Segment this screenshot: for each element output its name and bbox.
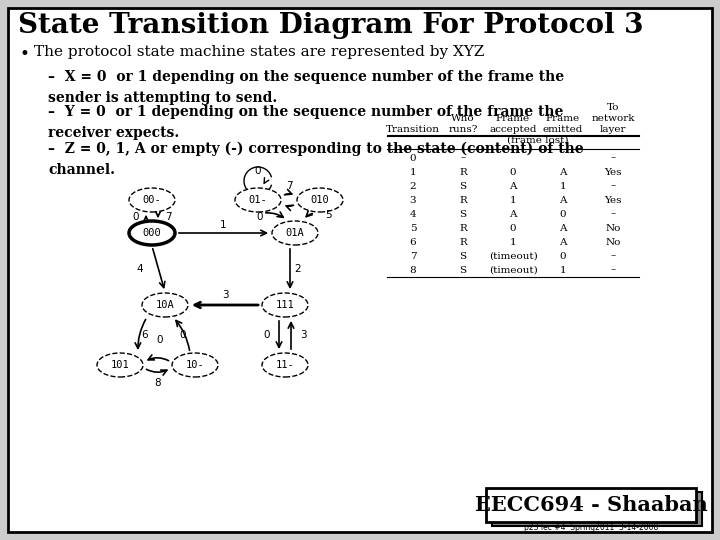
Ellipse shape — [172, 353, 218, 377]
Text: 2: 2 — [294, 264, 301, 274]
Ellipse shape — [97, 353, 143, 377]
Text: 0: 0 — [510, 224, 516, 233]
Text: (timeout): (timeout) — [489, 266, 537, 275]
Text: 1: 1 — [559, 181, 567, 191]
Text: 3: 3 — [222, 290, 228, 300]
Text: State Transition Diagram For Protocol 3: State Transition Diagram For Protocol 3 — [18, 12, 644, 39]
Text: 1: 1 — [559, 266, 567, 275]
Text: 10-: 10- — [186, 360, 204, 370]
Text: 010: 010 — [310, 195, 329, 205]
Text: •: • — [20, 45, 30, 63]
Text: –: – — [611, 266, 616, 275]
Text: Yes: Yes — [604, 167, 622, 177]
Text: 8: 8 — [410, 266, 416, 275]
Text: –: – — [611, 181, 616, 191]
Text: 101: 101 — [111, 360, 130, 370]
Text: A: A — [559, 195, 567, 205]
Text: 7: 7 — [165, 212, 171, 221]
Text: 111: 111 — [276, 300, 294, 310]
FancyBboxPatch shape — [8, 8, 712, 532]
Text: 3: 3 — [300, 330, 306, 340]
Text: No: No — [606, 224, 621, 233]
Ellipse shape — [272, 221, 318, 245]
Ellipse shape — [297, 188, 343, 212]
Text: –  X = 0  or 1 depending on the sequence number of the frame the
sender is attem: – X = 0 or 1 depending on the sequence n… — [48, 70, 564, 105]
Text: 4: 4 — [137, 264, 143, 274]
Text: 10A: 10A — [156, 300, 174, 310]
Text: 7: 7 — [410, 252, 416, 261]
Text: EECC694 - Shaaban: EECC694 - Shaaban — [474, 495, 707, 515]
Text: 1: 1 — [510, 195, 516, 205]
Text: 1: 1 — [220, 220, 227, 230]
Text: –  Z = 0, 1, A or empty (-) corresponding to the state (content) of the
channel.: – Z = 0, 1, A or empty (-) corresponding… — [48, 142, 584, 177]
Text: 0: 0 — [559, 210, 567, 219]
Text: –: – — [611, 153, 616, 163]
Text: Yes: Yes — [604, 195, 622, 205]
Text: A: A — [559, 167, 567, 177]
Text: p23 lec #4  Spring2011  3-14-2008: p23 lec #4 Spring2011 3-14-2008 — [524, 523, 658, 532]
Text: 0: 0 — [410, 153, 416, 163]
Text: 2: 2 — [410, 181, 416, 191]
Ellipse shape — [129, 221, 175, 245]
Text: S: S — [459, 210, 467, 219]
Text: A: A — [509, 210, 517, 219]
Text: 0: 0 — [257, 212, 264, 221]
Text: 7: 7 — [286, 181, 292, 191]
Text: –: – — [611, 252, 616, 261]
Ellipse shape — [262, 353, 308, 377]
Text: R: R — [459, 238, 467, 247]
Text: A: A — [559, 238, 567, 247]
Text: –  Y = 0  or 1 depending on the sequence number of the frame the
receiver expect: – Y = 0 or 1 depending on the sequence n… — [48, 105, 563, 140]
Text: Who
runs?: Who runs? — [449, 114, 477, 134]
Text: 000: 000 — [143, 228, 161, 238]
Text: 5: 5 — [410, 224, 416, 233]
Text: S: S — [459, 252, 467, 261]
Ellipse shape — [129, 188, 175, 212]
Text: 0: 0 — [559, 252, 567, 261]
Text: 0: 0 — [157, 335, 163, 345]
Text: The protocol state machine states are represented by XYZ: The protocol state machine states are re… — [34, 45, 485, 59]
Text: 0: 0 — [180, 330, 186, 340]
Text: Frame
accepted: Frame accepted — [490, 114, 536, 134]
Text: –: – — [611, 210, 616, 219]
Text: S: S — [459, 181, 467, 191]
Text: S: S — [459, 266, 467, 275]
Text: To
network
layer: To network layer — [591, 103, 635, 134]
Text: 6: 6 — [142, 330, 148, 340]
Ellipse shape — [262, 293, 308, 317]
Text: (timeout): (timeout) — [489, 252, 537, 261]
Text: (frame lost): (frame lost) — [508, 136, 569, 145]
Text: No: No — [606, 238, 621, 247]
Text: Frame
emitted: Frame emitted — [543, 114, 583, 134]
Text: 1: 1 — [410, 167, 416, 177]
Text: 8: 8 — [154, 378, 161, 388]
Text: R: R — [459, 224, 467, 233]
Text: A: A — [509, 181, 517, 191]
Text: 11-: 11- — [276, 360, 294, 370]
Text: 0: 0 — [264, 330, 270, 340]
Text: 0: 0 — [510, 167, 516, 177]
Text: –: – — [460, 153, 466, 163]
Text: 00-: 00- — [143, 195, 161, 205]
Text: 0: 0 — [132, 212, 139, 221]
Text: 01-: 01- — [248, 195, 267, 205]
Text: 01A: 01A — [286, 228, 305, 238]
Text: 4: 4 — [410, 210, 416, 219]
Text: 3: 3 — [410, 195, 416, 205]
Text: R: R — [459, 195, 467, 205]
Text: R: R — [459, 167, 467, 177]
Text: 6: 6 — [410, 238, 416, 247]
Ellipse shape — [142, 293, 188, 317]
FancyBboxPatch shape — [492, 492, 702, 526]
Text: Transition: Transition — [386, 125, 440, 134]
Text: 1: 1 — [510, 238, 516, 247]
Text: 5: 5 — [325, 210, 331, 219]
Text: 0: 0 — [255, 166, 261, 176]
Text: A: A — [559, 224, 567, 233]
Ellipse shape — [235, 188, 281, 212]
FancyBboxPatch shape — [486, 488, 696, 522]
